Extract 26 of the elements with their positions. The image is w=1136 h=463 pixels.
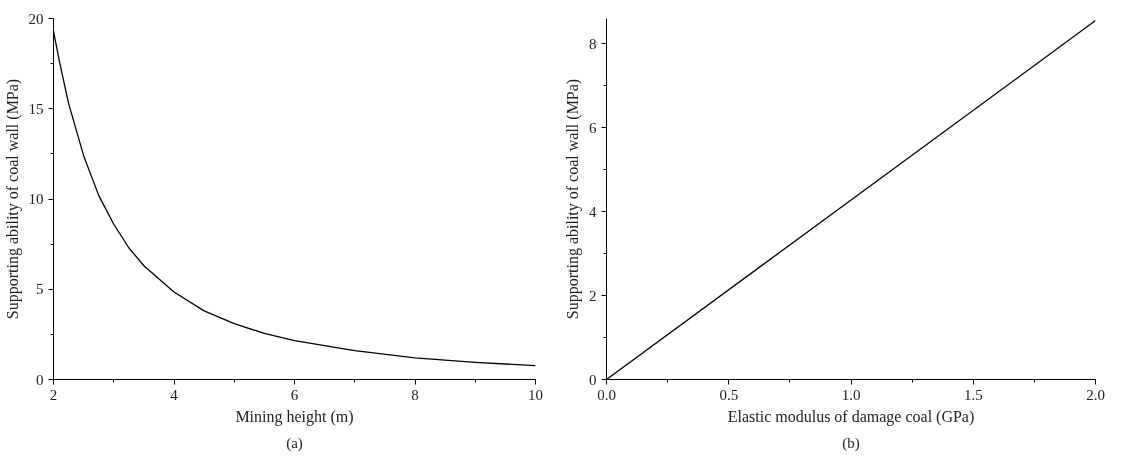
y-tick-label: 15 [28,100,44,117]
y-tick-label: 10 [28,191,44,207]
text: (b) [842,434,860,452]
x-tick-label: 0.5 [719,386,739,403]
x-tick-label: 8 [411,386,419,403]
x-tick-label: 6 [290,386,299,403]
y-tick-label: 6 [589,119,597,136]
y-tick-label: 20 [28,10,44,27]
y-tick-label: 2 [589,287,597,304]
x-axis-title: Mining height (m) [235,407,354,426]
x-tick-label: 1.5 [963,386,983,403]
y-tick-label: 8 [589,35,597,52]
x-tick-label: 10 [528,386,543,403]
x-tick-label: 0.0 [597,386,616,403]
x-tick-label: 4 [170,386,179,403]
y-axis-title: Supporting ability of coal wall (MPa) [564,78,582,320]
y-tick-label: 0 [36,371,44,388]
x-tick-label: 2.0 [1086,386,1105,403]
y-tick-label: 5 [36,281,44,298]
y-tick-label: 0 [589,371,597,388]
text: (a) [286,434,303,452]
x-tick-label: 2 [49,386,58,403]
x-tick-label: 1.0 [841,386,861,403]
x-axis-title: Elastic modulus of damage coal (GPa) [727,407,975,426]
y-axis-title: Supporting ability of coal wall (MPa) [3,78,22,320]
y-tick-label: 4 [589,203,597,220]
